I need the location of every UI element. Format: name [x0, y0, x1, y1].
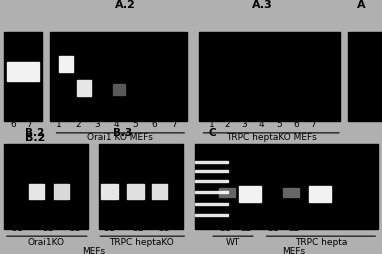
Text: 1: 1: [56, 120, 62, 129]
Text: B.2: B.2: [25, 132, 45, 142]
Text: A.2: A.2: [115, 0, 136, 10]
Text: 3: 3: [94, 120, 100, 129]
Text: Orai1 KO MEFs: Orai1 KO MEFs: [87, 133, 153, 142]
Text: 7: 7: [310, 120, 316, 129]
Text: S1: S1: [220, 223, 231, 232]
Text: 2: 2: [76, 120, 81, 129]
Text: TRPC heptaKO MEFs: TRPC heptaKO MEFs: [226, 133, 317, 142]
Text: MEFs: MEFs: [82, 246, 105, 254]
Text: O2: O2: [131, 223, 144, 232]
Text: 4: 4: [259, 120, 264, 129]
Text: WT: WT: [226, 237, 240, 246]
Text: 5: 5: [133, 120, 139, 129]
Text: S2: S2: [241, 223, 252, 232]
Text: TRPC hepta: TRPC hepta: [295, 237, 347, 246]
Text: S2: S2: [288, 223, 300, 232]
Text: 7: 7: [171, 120, 177, 129]
Text: S1: S1: [267, 223, 279, 232]
Text: C: C: [208, 128, 216, 138]
Text: 7: 7: [26, 120, 32, 129]
Text: 5: 5: [276, 120, 282, 129]
Text: 6: 6: [152, 120, 158, 129]
Text: B.2: B.2: [25, 128, 44, 138]
Text: 3: 3: [241, 120, 248, 129]
Text: A: A: [357, 0, 366, 10]
Text: O1: O1: [11, 223, 24, 232]
Text: MEFs: MEFs: [283, 246, 306, 254]
Text: O2: O2: [41, 223, 54, 232]
Text: O1: O1: [102, 223, 115, 232]
Text: B.3: B.3: [113, 128, 132, 138]
Text: TRPC heptaKO: TRPC heptaKO: [109, 237, 174, 246]
Text: 1: 1: [209, 120, 215, 129]
Text: Orai1KO: Orai1KO: [28, 237, 64, 246]
Text: O3: O3: [68, 223, 81, 232]
Text: O3: O3: [158, 223, 171, 232]
Text: 6: 6: [10, 120, 16, 129]
Text: 4: 4: [114, 120, 119, 129]
Text: 2: 2: [225, 120, 230, 129]
Text: A.3: A.3: [252, 0, 273, 10]
Text: 6: 6: [293, 120, 299, 129]
